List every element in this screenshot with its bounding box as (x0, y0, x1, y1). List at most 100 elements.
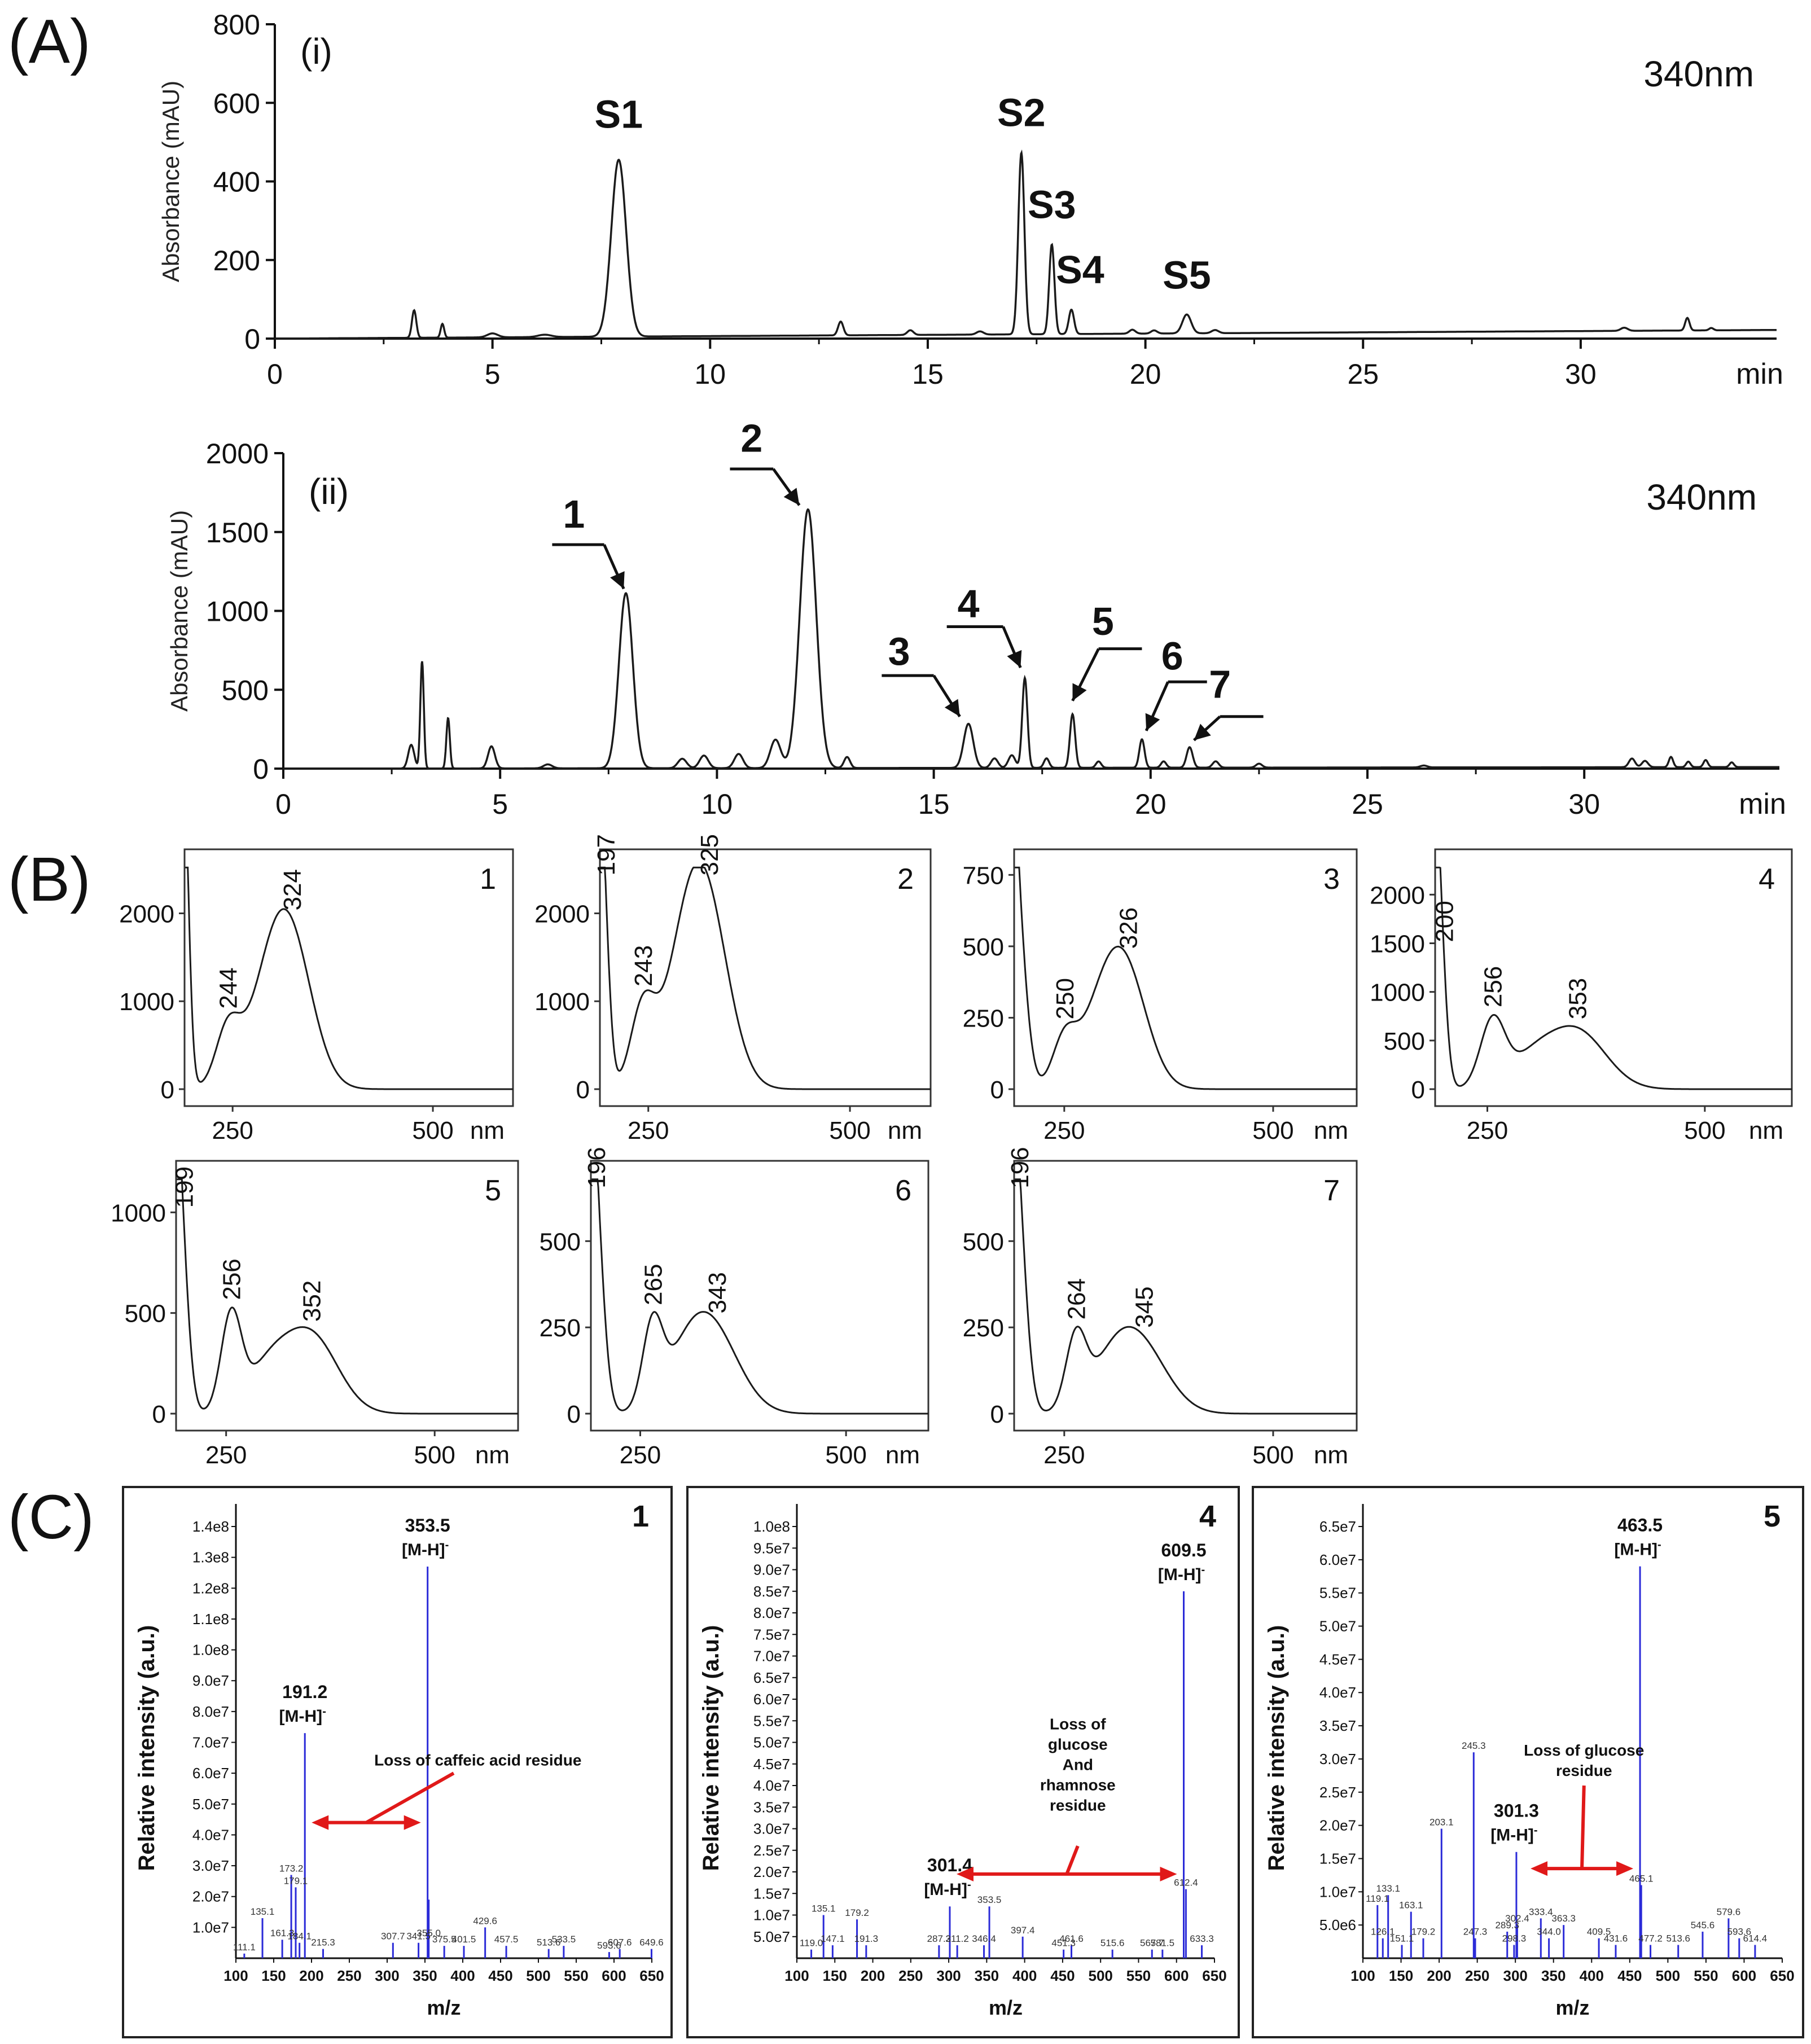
x-tick-label: 500 (526, 1967, 550, 1984)
peak-mz-label: 147.1 (821, 1933, 845, 1944)
y-tick-label: 1500 (1370, 930, 1425, 958)
mass-spectrum-1: 1.0e7 2.0e7 3.0e7 4.0e7 5.0e7 6.0e7 7.0e7 8.0e7… (122, 1486, 673, 2038)
absorbance-maximum-label: 326 (1115, 907, 1142, 949)
peak-label-3: 3 (888, 629, 910, 673)
absorbance-maximum-label: 264 (1063, 1278, 1091, 1319)
x-tick-label: 300 (936, 1967, 961, 1984)
x-tick-label: 5 (492, 788, 508, 820)
x-tick-label: 250 (212, 1117, 253, 1144)
y-tick-label: 500 (963, 1228, 1004, 1256)
peak-mz-label: 397.4 (1011, 1925, 1035, 1936)
arrowhead (1194, 723, 1211, 740)
y-tick-label: 2.0e7 (753, 1863, 790, 1880)
x-unit-label: nm (888, 1117, 922, 1144)
x-tick-label: 500 (1656, 1967, 1680, 1984)
spectrum-frame (175, 1160, 519, 1432)
peak-mz-label: 203.1 (1429, 1817, 1454, 1828)
y-tick-label: 500 (963, 933, 1004, 961)
y-tick-label: 4.5e7 (753, 1756, 790, 1773)
y-tick-label: 4.0e7 (1319, 1684, 1356, 1701)
x-tick-label: 350 (1541, 1967, 1566, 1984)
x-tick-label: 600 (1164, 1967, 1189, 1984)
x-unit-label: nm (1314, 1441, 1348, 1469)
y-tick-label: 500 (222, 674, 269, 706)
y-tick-label: 1000 (119, 988, 174, 1016)
peak-mz-label: 401.5 (452, 1934, 476, 1945)
y-tick-label: 1.0e8 (753, 1518, 790, 1535)
peak-mz-label: 545.6 (1691, 1920, 1715, 1931)
peak-mz-label: 451.3 (1051, 1938, 1076, 1949)
x-tick-label: 20 (1135, 788, 1167, 820)
peak-mz-label: 135.1 (251, 1906, 275, 1917)
peak-label-1: 1 (563, 492, 585, 536)
peak-mz-label: 355.0 (416, 1928, 441, 1938)
spectrum-frame (590, 1160, 929, 1432)
y-tick-label: 5.0e6 (1319, 1916, 1356, 1933)
x-unit-label: min (1736, 358, 1783, 391)
peak-mz-label: 593.6 (597, 1940, 621, 1951)
x-tick-label: 25 (1347, 358, 1379, 390)
absorbance-maximum-label: 352 (298, 1280, 326, 1322)
peak-mz-label: 245.3 (1462, 1740, 1486, 1751)
y-tick-label: 1.1e8 (192, 1611, 229, 1628)
ion-charge-sup: - (967, 1879, 971, 1891)
x-tick-label: 500 (412, 1117, 453, 1144)
peak-label-s2: S2 (997, 90, 1046, 134)
x-tick-label: 15 (918, 788, 950, 820)
mass-spectrum-4: 5.0e7 1.0e7 1.5e7 2.0e7 2.5e7 3.0e7 3.5e7 4.0e7… (686, 1486, 1240, 2038)
peak-mz-label: 346.4 (972, 1933, 996, 1944)
absorbance-maximum-label: 265 (639, 1264, 667, 1305)
y-tick-label: 1000 (111, 1199, 166, 1227)
x-axis-title: m/z (1555, 1996, 1589, 2019)
absorbance-maximum-label: 324 (279, 869, 306, 910)
peak-mz-label: 163.1 (1399, 1900, 1423, 1911)
y-tick-label: 250 (540, 1314, 581, 1342)
peak-mz-label: 353.5 (977, 1894, 1002, 1905)
peak-mz-label: 533.5 (552, 1934, 576, 1945)
red-arrowhead-right (1160, 1866, 1177, 1881)
y-tick-label: 750 (963, 862, 1004, 889)
uv-trace (1015, 1178, 1357, 1415)
y-tick-label: 5.0e7 (192, 1796, 229, 1813)
peak-mz-label: 179.1 (284, 1875, 308, 1886)
spectrum-number: 6 (895, 1174, 911, 1207)
x-tick-label: 400 (1012, 1967, 1037, 1984)
x-tick-label: 550 (1126, 1967, 1151, 1984)
x-unit-label: nm (1314, 1117, 1348, 1144)
ion-type-text: [M-H] (279, 1707, 323, 1726)
y-tick-label: 6.0e7 (753, 1691, 790, 1708)
peak-mz-label: 363.3 (1551, 1913, 1576, 1924)
red-pointer-line (1065, 1845, 1080, 1875)
panel-label-b: (B) (8, 845, 91, 914)
ion-type-label: [M-H]- (924, 1879, 971, 1899)
y-tick-label: 600 (213, 87, 260, 119)
x-tick-label: 300 (1503, 1967, 1527, 1984)
x-tick-label: 400 (1580, 1967, 1604, 1984)
ion-type-text: [M-H] (402, 1541, 445, 1559)
uv-spectrum-2: 0 1000 2000 250 500 nm 2 197 243 325 (534, 834, 932, 1144)
peak-mz-label: 649.6 (639, 1937, 664, 1948)
y-tick-label: 4.5e7 (1319, 1651, 1356, 1668)
arrowhead (610, 571, 625, 589)
x-tick-label: 400 (450, 1967, 475, 1984)
spectrum-number: 4 (1759, 863, 1775, 896)
peak-mz-label: 111.1 (233, 1942, 256, 1953)
peak-mz-label: 567.7 (1140, 1938, 1164, 1949)
red-arrowhead-right (1616, 1861, 1634, 1876)
annotation-note: residue (1050, 1797, 1106, 1814)
x-tick-label: 500 (1088, 1967, 1112, 1984)
x-tick-label: 500 (1252, 1117, 1293, 1144)
y-tick-label: 1.0e8 (192, 1642, 229, 1659)
y-tick-label: 7.5e7 (753, 1626, 790, 1643)
x-tick-label: 150 (1389, 1967, 1413, 1984)
peak-mz-label: 633.3 (1190, 1933, 1214, 1944)
spectrum-number: 2 (897, 863, 914, 896)
peak-label-5: 5 (1092, 599, 1114, 643)
y-tick-label: 2000 (1370, 881, 1425, 909)
x-tick-label: 30 (1568, 788, 1600, 820)
uv-spectrum-6: 0 250 500 250 500 nm 6 196 265 343 (540, 1147, 929, 1469)
y-tick-label: 7.0e7 (192, 1734, 229, 1751)
peak-label-s4: S4 (1056, 248, 1104, 292)
ion-type-text: [M-H] (1490, 1826, 1534, 1845)
